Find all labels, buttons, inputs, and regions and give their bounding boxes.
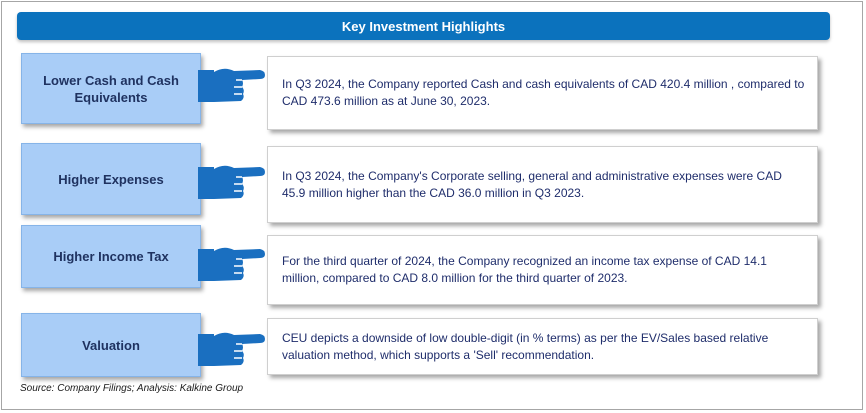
highlight-text-valuation: CEU depicts a downside of low double-dig… <box>267 318 818 375</box>
pointing-hand-icon <box>198 332 265 366</box>
pointing-hand-icon <box>198 247 265 281</box>
page-title: Key Investment Highlights <box>17 12 830 40</box>
highlight-text-income-tax: For the third quarter of 2024, the Compa… <box>267 235 818 305</box>
highlight-label-expenses: Higher Expenses <box>21 143 201 215</box>
highlight-label-income-tax: Higher Income Tax <box>21 225 201 288</box>
highlight-text-cash: In Q3 2024, the Company reported Cash an… <box>267 56 818 130</box>
source-note: Source: Company Filings; Analysis: Kalki… <box>20 383 244 394</box>
highlight-label-valuation: Valuation <box>21 313 201 377</box>
highlight-label-cash: Lower Cash and Cash Equivalents <box>21 53 201 124</box>
highlight-text-expenses: In Q3 2024, the Company's Corporate sell… <box>267 146 818 223</box>
pointing-hand-icon <box>198 68 265 102</box>
pointing-hand-icon <box>198 165 265 199</box>
